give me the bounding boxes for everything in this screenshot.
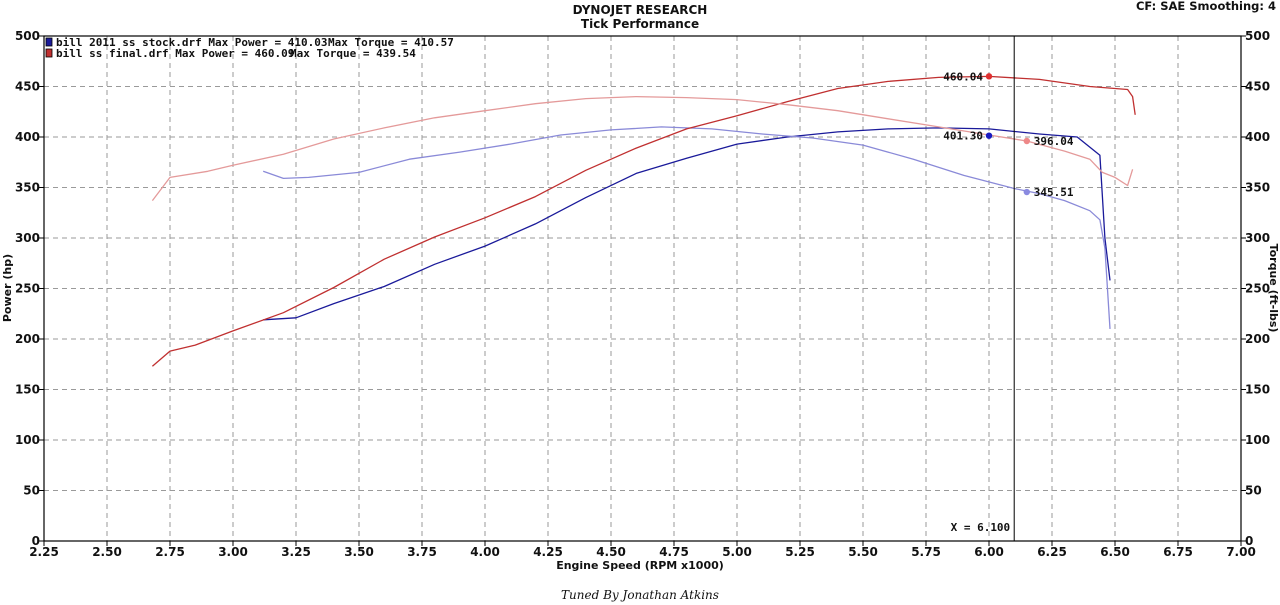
- y-tick-label: 500: [15, 29, 40, 43]
- legend-label: bill ss final.drf Max Power = 460.09: [56, 47, 294, 60]
- series-line-stock-torque: [262, 126, 1111, 329]
- footer-credit: Tuned By Jonathan Atkins: [561, 588, 719, 602]
- marker-label: 345.51: [1034, 186, 1074, 199]
- y2-tick-label: 150: [1245, 383, 1270, 397]
- chart-subtitle: Tick Performance: [581, 17, 699, 31]
- x-tick-label: 6.50: [1100, 545, 1130, 559]
- x-tick-label: 5.00: [722, 545, 752, 559]
- y2-tick-label: 400: [1245, 130, 1270, 144]
- x-tick-label: 4.75: [659, 545, 689, 559]
- x-tick-label: 5.75: [911, 545, 941, 559]
- y-tick-label: 350: [15, 181, 40, 195]
- y2-tick-label: 350: [1245, 181, 1270, 195]
- series-line-final-power: [151, 75, 1136, 367]
- series-line-final-torque: [151, 95, 1134, 201]
- x-tick-label: 7.00: [1226, 545, 1256, 559]
- x-tick-label: 2.75: [155, 545, 185, 559]
- legend: bill 2011 ss stock.drf Max Power = 410.0…: [45, 36, 454, 60]
- x-tick-label: 6.25: [1037, 545, 1067, 559]
- x-tick-label: 6.75: [1163, 545, 1193, 559]
- y-tick-label: 200: [15, 332, 40, 346]
- series-line-stock-power: [263, 127, 1111, 321]
- x-tick-label: 3.25: [281, 545, 311, 559]
- axis-ticks: 2.25 2.50 2.75 3.00 3.25 3.50 3.75 4.00 4.25 4.50…: [15, 29, 1270, 559]
- y-tick-label: 50: [23, 484, 40, 498]
- legend-swatch: [45, 48, 53, 58]
- y2-axis-label: Torque (ft-lbs): [1267, 244, 1280, 333]
- marker-label: 401.30: [943, 130, 983, 143]
- marker-label: 396.04: [1034, 135, 1074, 148]
- legend-torque-label: Max Torque = 439.54: [290, 47, 416, 60]
- x-tick-label: 3.75: [407, 545, 437, 559]
- y2-tick-label: 50: [1245, 484, 1262, 498]
- y2-tick-label: 500: [1245, 29, 1270, 43]
- x-tick-label: 3.00: [218, 545, 248, 559]
- x-tick-label: 5.50: [848, 545, 878, 559]
- x-tick-label: 3.50: [344, 545, 374, 559]
- y2-tick-label: 300: [1245, 231, 1270, 245]
- y-tick-label: 150: [15, 383, 40, 397]
- legend-swatch: [45, 37, 53, 47]
- data-marker: [985, 132, 993, 139]
- cursor-group: X = 6.100: [951, 36, 1015, 541]
- chart-title: DYNOJET RESEARCH: [573, 3, 708, 17]
- data-marker: [1023, 188, 1030, 196]
- x-tick-label: 2.50: [92, 545, 122, 559]
- legend-label: bill 2011 ss stock.drf Max Power = 410.0…: [56, 36, 328, 49]
- y-tick-label: 400: [15, 130, 40, 144]
- config-label: CF: SAE Smoothing: 4: [1136, 0, 1276, 13]
- y2-tick-label: 250: [1245, 282, 1270, 296]
- y2-tick-label: 100: [1245, 433, 1270, 447]
- grid: [44, 36, 1241, 541]
- x-tick-label: 2.25: [29, 545, 59, 559]
- x-tick-label: 4.25: [533, 545, 563, 559]
- x-tick-label: 4.00: [470, 545, 500, 559]
- data-marker: [1023, 137, 1030, 145]
- data-marker: [985, 73, 993, 80]
- y-tick-label: 300: [15, 231, 40, 245]
- x-tick-label: 5.25: [785, 545, 815, 559]
- y-tick-label: 100: [15, 433, 40, 447]
- legend-torque-label: Max Torque = 410.57: [328, 36, 454, 49]
- y-tick-label: 0: [32, 534, 40, 548]
- cursor-label: X = 6.100: [951, 521, 1011, 534]
- y-tick-label: 250: [15, 282, 40, 296]
- y-axis-label: Power (hp): [1, 254, 14, 322]
- x-tick-label: 6.00: [974, 545, 1004, 559]
- series-group: [151, 75, 1136, 367]
- y2-tick-label: 0: [1245, 534, 1253, 548]
- y2-tick-label: 450: [1245, 80, 1270, 94]
- y-tick-label: 450: [15, 80, 40, 94]
- markers-group: 460.04 401.30 396.04 345.51: [943, 70, 1074, 199]
- x-tick-label: 4.50: [596, 545, 626, 559]
- marker-label: 460.04: [943, 70, 983, 83]
- y2-tick-label: 200: [1245, 332, 1270, 346]
- x-axis-label: Engine Speed (RPM x1000): [556, 559, 724, 572]
